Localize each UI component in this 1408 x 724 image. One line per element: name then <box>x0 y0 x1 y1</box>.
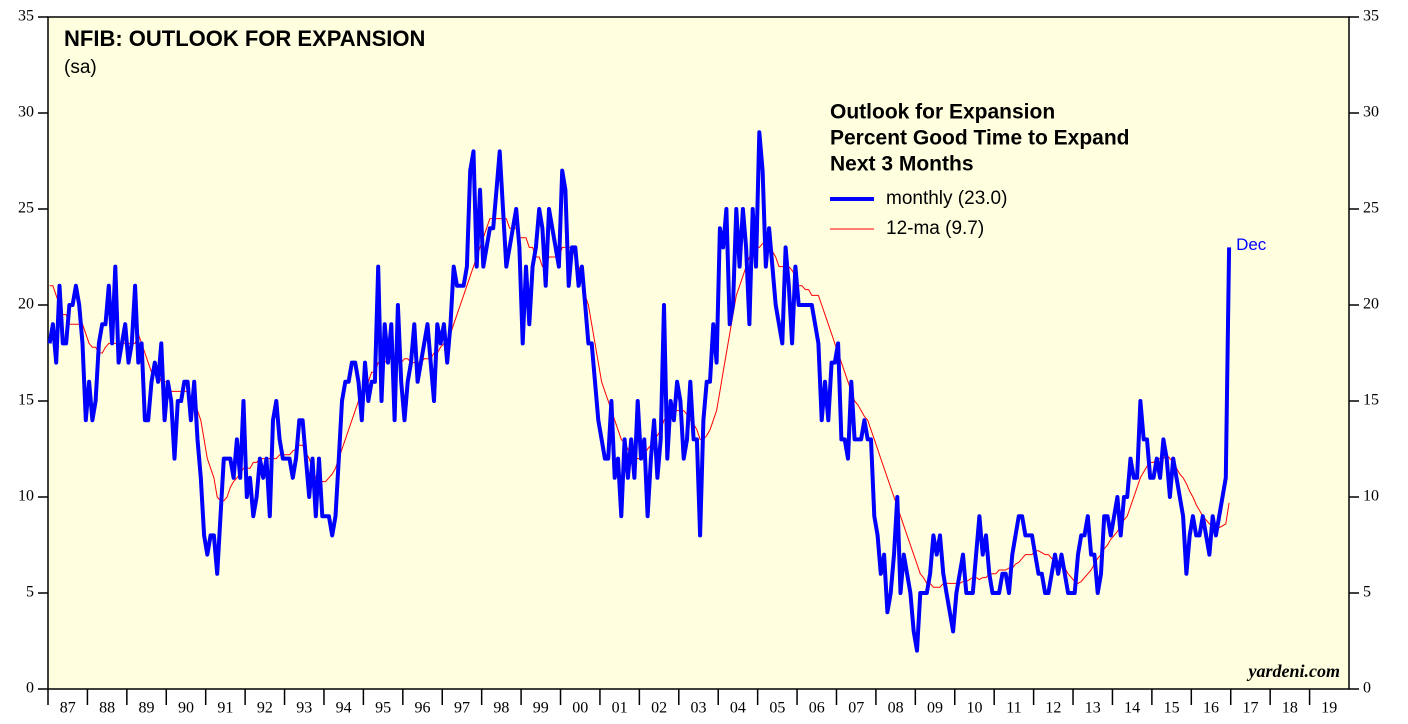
y-tick-label: 30 <box>18 104 34 121</box>
y-tick-label: 20 <box>18 296 34 313</box>
plot-area <box>47 16 1350 690</box>
x-tick-label: 95 <box>375 700 391 717</box>
y-tick-label: 0 <box>26 680 34 697</box>
x-tick-label: 87 <box>60 700 76 717</box>
y-tick-label: 5 <box>26 584 34 601</box>
x-tick-label: 08 <box>888 700 904 717</box>
y-tick-label: 10 <box>18 488 34 505</box>
y2-tick-label: 5 <box>1363 584 1371 601</box>
y2-tick-label: 30 <box>1363 104 1379 121</box>
source: yardeni.com <box>1247 661 1341 681</box>
y-tick-label: 15 <box>18 392 34 409</box>
legend-title: Outlook for Expansion <box>830 101 1055 124</box>
x-tick-label: 18 <box>1282 700 1298 717</box>
y-tick-label: 25 <box>18 200 34 217</box>
x-tick-label: 91 <box>217 700 233 717</box>
x-tick-label: 99 <box>533 700 549 717</box>
y2-tick-label: 20 <box>1363 296 1379 313</box>
series-line <box>47 130 1232 653</box>
x-tick-label: 93 <box>296 700 312 717</box>
y2-tick-label: 25 <box>1363 200 1379 217</box>
legend-label: 12-ma (9.7) <box>886 218 984 239</box>
x-tick-label: 13 <box>1085 700 1101 717</box>
x-tick-label: 11 <box>1006 700 1021 717</box>
x-tick-label: 00 <box>572 700 588 717</box>
x-tick-label: 09 <box>927 700 943 717</box>
x-tick-label: 96 <box>415 700 431 717</box>
x-tick-label: 97 <box>454 700 470 717</box>
y-tick-label: 35 <box>18 8 34 25</box>
x-tick-label: 94 <box>336 700 352 717</box>
x-tick-label: 07 <box>848 700 864 717</box>
legend-title: Next 3 Months <box>830 153 974 176</box>
x-tick-label: 03 <box>691 700 707 717</box>
y2-tick-label: 0 <box>1363 680 1371 697</box>
x-tick-label: 05 <box>769 700 785 717</box>
x-tick-label: 02 <box>651 700 667 717</box>
legend-title: Percent Good Time to Expand <box>830 127 1130 150</box>
x-tick-label: 92 <box>257 700 273 717</box>
x-tick-label: 16 <box>1203 700 1219 717</box>
x-tick-label: 17 <box>1242 700 1258 717</box>
x-tick-label: 15 <box>1164 700 1180 717</box>
y2-tick-label: 15 <box>1363 392 1379 409</box>
annotation: Dec <box>1236 235 1267 254</box>
x-tick-label: 10 <box>966 700 982 717</box>
x-tick-label: 14 <box>1124 700 1140 717</box>
legend-label: monthly (23.0) <box>886 188 1007 209</box>
x-tick-label: 88 <box>99 700 115 717</box>
x-tick-label: 19 <box>1321 700 1337 717</box>
x-tick-label: 12 <box>1045 700 1061 717</box>
x-tick-label: 90 <box>178 700 194 717</box>
x-tick-label: 98 <box>493 700 509 717</box>
chart-subtitle: (sa) <box>64 57 97 78</box>
y2-tick-label: 35 <box>1363 8 1379 25</box>
y2-tick-label: 10 <box>1363 488 1379 505</box>
chart-title: NFIB: OUTLOOK FOR EXPANSION <box>64 26 425 51</box>
x-tick-label: 01 <box>612 700 628 717</box>
x-tick-label: 89 <box>139 700 155 717</box>
x-tick-label: 06 <box>809 700 825 717</box>
x-tick-label: 04 <box>730 700 746 717</box>
